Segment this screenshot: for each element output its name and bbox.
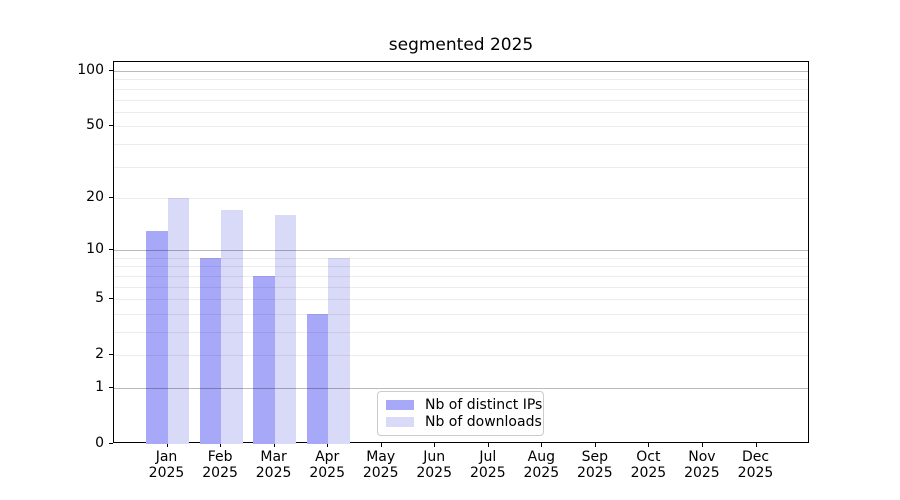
legend-swatch-distinct-ips [386,399,414,410]
gridline-minor [114,332,808,333]
gridline-minor [114,79,808,81]
x-tick-mark [594,443,596,447]
y-tick-label: 20 [86,188,104,205]
x-tick-label-feb: Feb 2025 [202,449,238,481]
x-tick-mark [648,443,650,447]
x-tick-label-sep: Sep 2025 [576,449,613,481]
legend-label-distinct-ips: Nb of distinct IPs [425,396,543,413]
x-tick-label-jun: Jun 2025 [416,449,453,481]
gridline-minor [114,143,808,145]
x-tick-mark [166,443,168,447]
legend-label-downloads: Nb of downloads [425,414,542,431]
y-tick-mark [109,249,113,251]
x-tick-mark [273,443,275,447]
y-tick-label: 50 [86,117,104,134]
x-tick-label-dec: Dec 2025 [737,449,774,481]
bars-layer [114,62,808,444]
bar-jan-downloads [167,197,189,444]
x-tick-mark [380,443,382,447]
bar-feb-ips [199,257,222,444]
y-tick-mark [109,125,113,127]
y-tick-label: 1 [95,379,104,395]
y-tick-mark [109,298,113,300]
bar-jan-ips [146,230,168,444]
bar-mar-ips [253,275,275,444]
plot-area [113,61,809,444]
y-tick-label: 0 [95,435,104,451]
legend-item-downloads: Nb of downloads [386,414,542,432]
x-tick-mark [541,443,543,447]
gridline-minor [114,126,808,128]
x-tick-mark [701,443,703,447]
y-tick-label: 100 [77,62,104,78]
x-tick-mark [434,443,436,447]
x-tick-mark [755,443,757,447]
y-tick-mark [109,443,113,444]
x-tick-label-jan: Jan 2025 [148,449,185,481]
gridline-minor [114,197,808,199]
gridline-minor [114,257,808,259]
gridline-minor [114,313,808,315]
y-tick-label: 2 [95,346,104,363]
bar-apr-ips [306,313,329,444]
y-tick-label: 5 [95,290,104,307]
gridline-minor [114,266,808,268]
gridline-major [114,71,808,72]
grid-layer [114,62,808,442]
y-tick-mark [109,387,113,388]
x-tick-mark [220,443,222,447]
bar-apr-downloads [328,257,350,444]
x-tick-label-mar: Mar 2025 [255,449,292,481]
gridline-minor [114,88,808,90]
x-tick-mark [487,443,489,447]
x-tick-label-nov: Nov 2025 [684,449,720,481]
x-tick-mark [327,443,329,447]
gridline-minor [114,166,808,168]
x-tick-label-aug: Aug 2025 [523,449,560,481]
x-tick-label-may: May 2025 [362,449,399,481]
x-tick-label-jul: Jul 2025 [469,449,506,481]
gridline-minor [114,275,808,277]
gridline-major [114,250,808,252]
bar-feb-downloads [221,210,243,444]
gridline-minor [114,99,808,101]
legend: Nb of distinct IPs Nb of downloads [377,391,544,436]
legend-item-distinct-ips: Nb of distinct IPs [386,396,542,414]
gridline-minor [114,286,808,288]
gridline-minor [114,355,808,357]
gridline-minor [114,299,808,301]
y-tick-mark [109,196,113,198]
y-tick-mark [109,354,113,356]
gridline-major [114,388,808,389]
bar-mar-downloads [274,215,297,444]
x-tick-label-apr: Apr 2025 [309,449,346,481]
y-tick-label: 10 [86,241,104,258]
legend-swatch-downloads [386,417,414,428]
gridline-minor [114,111,808,113]
y-tick-mark [109,70,113,71]
chart-title: segmented 2025 [388,35,534,55]
x-tick-label-oct: Oct 2025 [630,449,667,481]
